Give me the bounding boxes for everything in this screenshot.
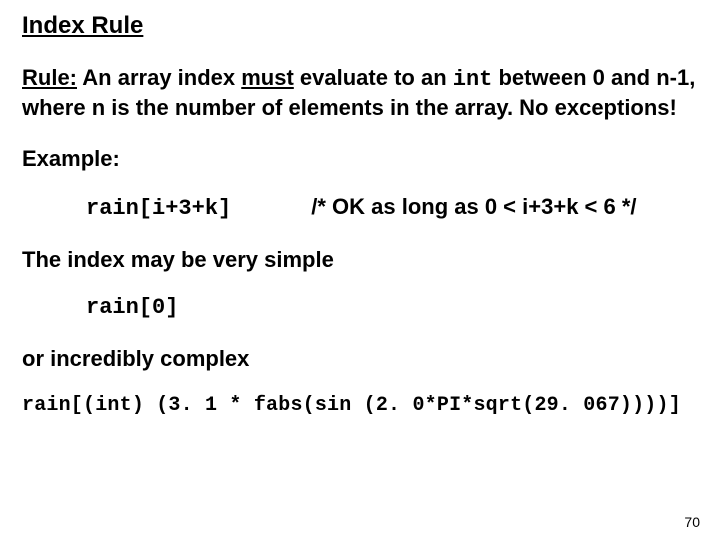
rule-text-1: An array index bbox=[77, 65, 241, 90]
rule-text-2: evaluate to an bbox=[294, 65, 453, 90]
rule-paragraph: Rule: An array index must evaluate to an… bbox=[22, 64, 698, 122]
rule-label: Rule: bbox=[22, 65, 77, 90]
rule-int-type: int bbox=[453, 67, 493, 92]
page-number: 70 bbox=[684, 514, 700, 530]
rule-must: must bbox=[241, 65, 294, 90]
complex-heading: or incredibly complex bbox=[22, 346, 698, 372]
example-heading: Example: bbox=[22, 146, 698, 172]
example-comment: /* OK as long as 0 < i+3+k < 6 */ bbox=[311, 194, 636, 220]
simple-code: rain[0] bbox=[86, 295, 698, 320]
page-title: Index Rule bbox=[22, 12, 698, 40]
slide: Index Rule Rule: An array index must eva… bbox=[0, 0, 720, 540]
complex-code: rain[(int) (3. 1 * fabs(sin (2. 0*PI*sqr… bbox=[22, 394, 698, 417]
simple-heading: The index may be very simple bbox=[22, 247, 698, 273]
example-row: rain[i+3+k] /* OK as long as 0 < i+3+k <… bbox=[86, 194, 698, 221]
example-code: rain[i+3+k] bbox=[86, 196, 231, 221]
